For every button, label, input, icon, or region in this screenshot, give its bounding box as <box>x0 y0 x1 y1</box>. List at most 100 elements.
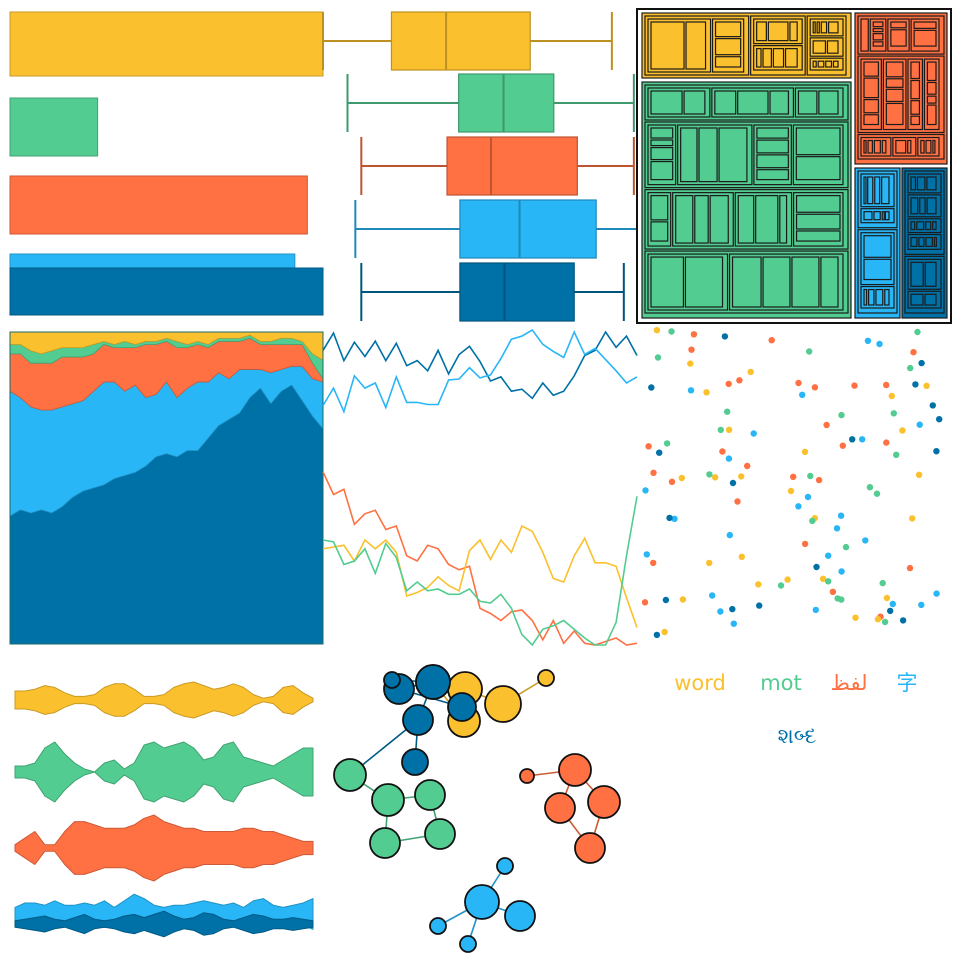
treemap-cell <box>920 139 925 154</box>
ridge-series <box>14 910 314 938</box>
box <box>446 136 578 196</box>
network-node <box>429 917 447 935</box>
scatter-point <box>801 448 809 455</box>
treemap-cell <box>685 21 707 70</box>
scatter-point <box>687 387 695 394</box>
treemap-cell <box>932 139 936 154</box>
scatter-point <box>656 449 663 456</box>
network-node <box>504 900 536 932</box>
scatter-point <box>914 328 921 336</box>
network-chart <box>333 664 621 953</box>
treemap-cell <box>714 90 737 115</box>
treemap-cell <box>826 40 839 54</box>
treemap-cell <box>913 21 937 29</box>
scatter-point <box>671 515 678 522</box>
ridge-series <box>14 681 314 719</box>
treemap-cell <box>817 60 825 68</box>
treemap-cell <box>756 154 789 169</box>
bar <box>9 267 324 316</box>
scatter-point <box>725 380 732 388</box>
scatter-point <box>678 474 685 482</box>
word-label: 字 <box>897 671 918 695</box>
scatter-point <box>876 340 883 348</box>
scatter-point <box>893 451 900 458</box>
bar <box>9 97 99 157</box>
network-node <box>333 758 367 792</box>
scatter-point <box>907 364 914 372</box>
scatter-point <box>724 408 731 415</box>
scatter-point <box>719 448 726 455</box>
treemap-cell <box>784 48 798 68</box>
treemap-cell <box>890 21 907 29</box>
network-node <box>558 753 592 787</box>
treemap-cell <box>916 176 926 191</box>
treemap-cell <box>816 21 820 34</box>
scatter-point <box>654 354 662 361</box>
network-node <box>544 792 576 824</box>
scatter-point <box>721 333 729 340</box>
scatter-point <box>804 493 812 501</box>
treemap-cell <box>860 18 869 52</box>
word-label: શબ્દ <box>778 724 817 748</box>
line-chart-top <box>322 328 638 414</box>
treemap-cell <box>932 221 937 231</box>
scatter-point <box>726 531 733 539</box>
scatter-point <box>879 579 886 587</box>
network-node <box>587 785 621 819</box>
scatter-point <box>859 436 866 443</box>
treemap-cell <box>910 221 916 231</box>
scatter-point <box>795 503 802 510</box>
scatter-point <box>918 359 925 367</box>
treemap-cell <box>762 256 791 308</box>
treemap-cell <box>709 195 729 244</box>
network-node <box>496 857 514 875</box>
treemap-cell <box>825 60 833 68</box>
treemap-cell <box>884 211 890 221</box>
treemap-cell <box>910 61 921 80</box>
treemap-cell <box>910 115 921 126</box>
scatter-point <box>838 411 845 419</box>
treemap-cell <box>867 139 873 154</box>
scatter-point <box>653 631 661 639</box>
bar-chart <box>9 11 324 316</box>
scatter-point <box>806 348 813 355</box>
scatter-point <box>709 592 716 599</box>
treemap-cell <box>650 195 669 221</box>
treemap-cell <box>650 256 685 308</box>
area-frame <box>9 331 324 645</box>
treemap-cell <box>680 127 698 183</box>
treemap-cell <box>907 139 912 154</box>
scatter-point <box>717 426 724 434</box>
treemap-cell <box>863 99 879 114</box>
treemap-cell <box>714 38 742 56</box>
scatter-point <box>799 391 806 398</box>
line-series <box>322 496 638 647</box>
scatter-point <box>923 382 930 389</box>
treemap-cell <box>820 21 828 34</box>
scatter-point <box>933 590 940 597</box>
bar <box>9 11 324 77</box>
scatter-point <box>755 581 762 588</box>
scatter-point <box>663 440 671 447</box>
scatter-point <box>819 575 827 582</box>
treemap-cell <box>910 236 918 247</box>
line-chart-bottom <box>322 471 638 647</box>
treemap-cell <box>925 236 933 247</box>
treemap-cell <box>683 90 706 115</box>
scatter-point <box>887 607 894 615</box>
treemap-cell <box>867 176 874 205</box>
scatter-point <box>852 614 859 621</box>
network-node <box>383 671 401 689</box>
treemap-cell <box>812 40 827 54</box>
treemap-cell <box>812 21 816 34</box>
scatter-point <box>906 564 914 572</box>
scatter-point <box>668 328 675 335</box>
treemap-cell <box>925 139 932 154</box>
scatter-point <box>777 582 785 589</box>
scatter-point <box>690 331 698 338</box>
treemap-cell <box>795 213 841 230</box>
treemap-cell <box>650 139 674 147</box>
scatter-point <box>679 596 687 603</box>
treemap-cell <box>873 139 881 154</box>
scatter-point <box>849 436 856 443</box>
